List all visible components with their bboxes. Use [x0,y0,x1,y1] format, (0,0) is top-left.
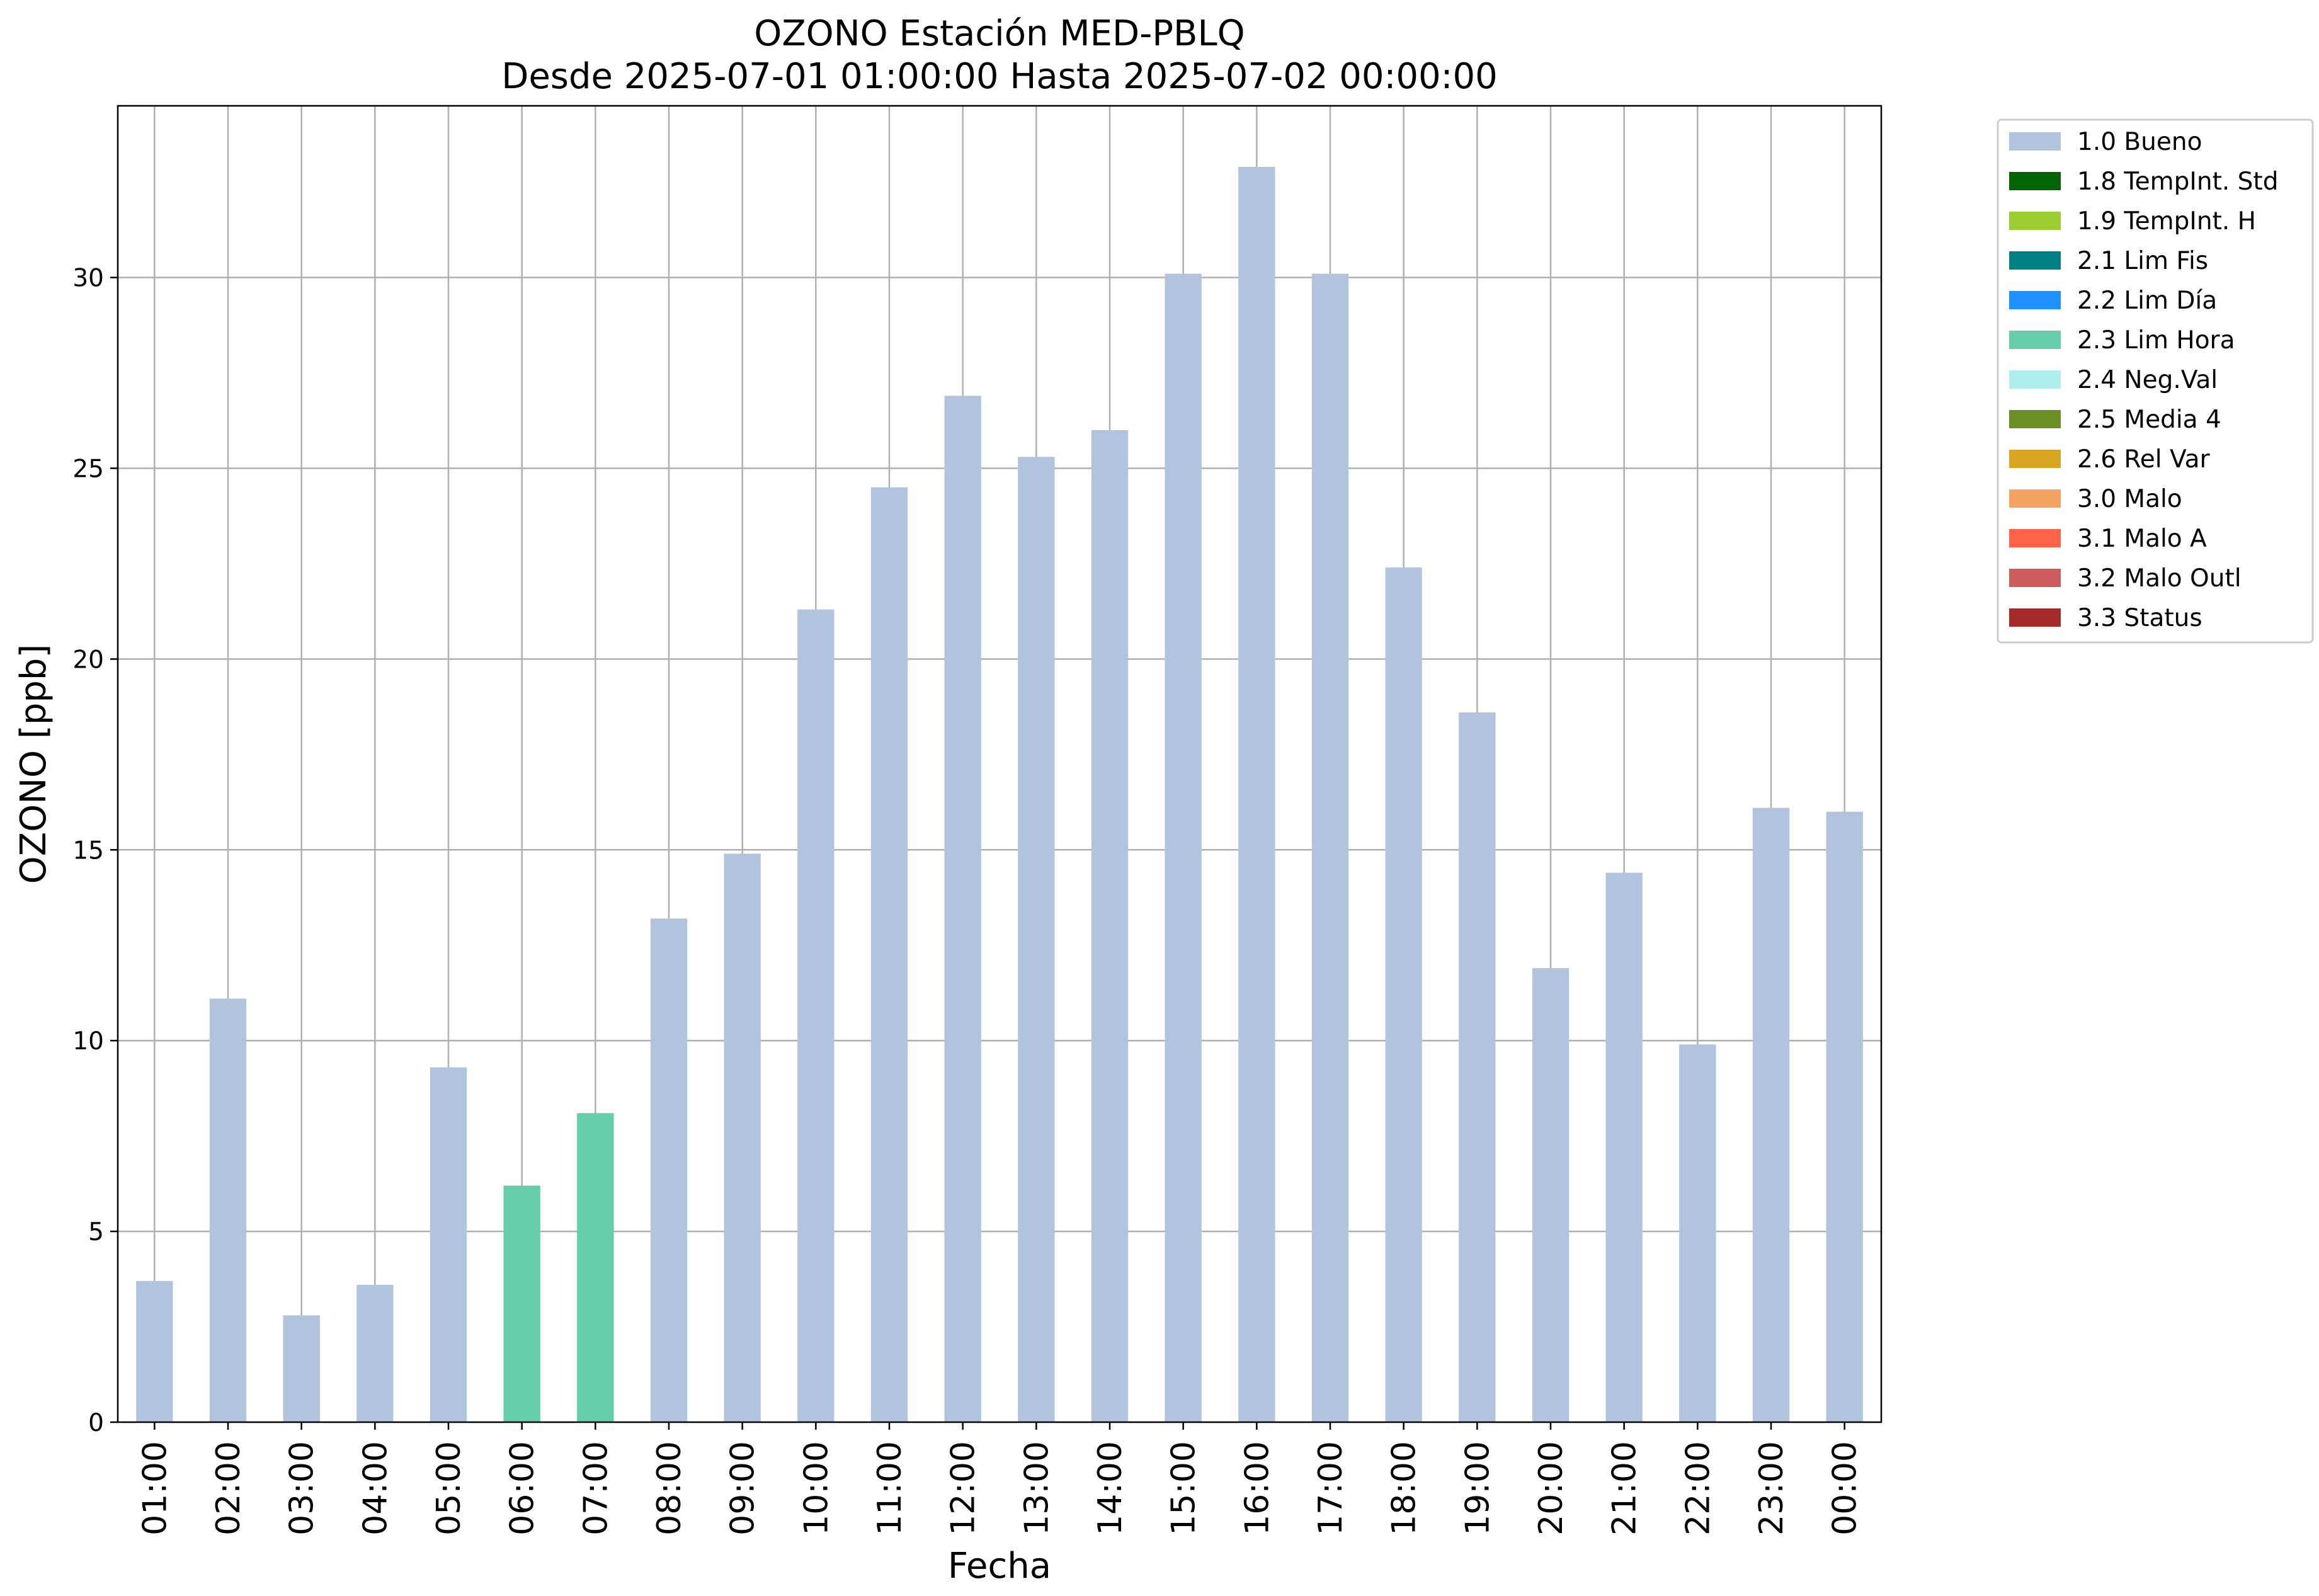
legend-swatch [2009,370,2061,389]
legend-label: 2.5 Media 4 [2077,406,2221,434]
bars [136,166,1863,1423]
bar [283,1315,320,1422]
legend-label: 1.9 TempInt. H [2077,207,2256,236]
bar [1385,567,1422,1423]
plot-frame [117,105,1883,1423]
bar [797,609,835,1423]
bar [136,1280,173,1422]
legend-swatch [2009,569,2061,587]
legend-swatch [2009,251,2061,270]
x-tick-label: 10:00 [797,1441,835,1536]
y-tick-label: 0 [88,1409,104,1437]
legend-label: 1.8 TempInt. Std [2077,168,2278,196]
x-tick-label: 01:00 [136,1441,174,1536]
legend-label: 1.0 Bueno [2077,128,2202,156]
x-tick-label: 09:00 [724,1441,762,1536]
x-tick-label: 02:00 [210,1441,248,1536]
legend-swatch [2009,132,2061,151]
legend-swatch [2009,331,2061,349]
bar [577,1113,614,1422]
legend-swatch [2009,410,2061,428]
bar [944,396,981,1423]
bar [1826,811,1863,1422]
bar [1459,712,1496,1422]
y-tick-label: 15 [72,836,104,865]
bar [724,853,761,1422]
legend-label: 2.6 Rel Var [2077,445,2211,474]
legend-box [1997,118,2314,644]
x-tick-label: 11:00 [871,1441,909,1536]
y-tick-label: 30 [72,265,104,293]
legend-swatch [2009,529,2061,547]
x-tick-label: 08:00 [651,1441,688,1536]
x-tick-label: 00:00 [1826,1441,1864,1536]
x-tick-label: 19:00 [1459,1441,1496,1536]
bar [1605,872,1643,1422]
bar [1018,457,1055,1423]
bar [430,1067,467,1422]
x-tick-label: 20:00 [1532,1441,1570,1536]
bar [1311,273,1349,1422]
bar [1165,273,1202,1422]
x-tick-label: 17:00 [1312,1441,1350,1536]
x-tick-label: 06:00 [504,1441,542,1536]
x-tick-label: 14:00 [1091,1441,1129,1536]
legend-swatch [2009,450,2061,468]
x-tick-label: 21:00 [1606,1441,1644,1536]
legend-label: 3.0 Malo [2077,485,2182,513]
chart-title: OZONO Estación MED-PBLQ [754,13,1245,54]
x-tick-label: 05:00 [430,1441,468,1536]
y-axis-label: OZONO [ppb] [13,644,54,884]
x-tick-label: 18:00 [1386,1441,1423,1536]
bar [650,918,688,1422]
legend-swatch [2009,172,2061,190]
legend-label: 3.3 Status [2077,604,2202,632]
legend-swatch [2009,291,2061,309]
y-tick-label: 20 [72,646,104,674]
legend-label: 2.1 Lim Fis [2077,247,2208,275]
bar [1532,968,1570,1422]
legend: 1.0 Bueno 1.8 TempInt. Std 1.9 TempInt. H 2… [1997,118,2314,644]
x-axis-ticks: 01:00 02:00 03:00 04:00 05:00 06:00 07:00 08:00… [136,1422,1864,1536]
legend-label: 3.1 Malo A [2077,525,2207,553]
x-tick-label: 04:00 [356,1441,394,1536]
x-tick-label: 07:00 [577,1441,615,1536]
bar [1752,807,1790,1422]
bar [1679,1044,1716,1422]
legend-swatch [2009,489,2061,508]
y-tick-label: 10 [72,1027,104,1056]
x-tick-label: 12:00 [945,1441,983,1536]
bar [356,1284,394,1422]
legend-label: 2.4 Neg.Val [2077,366,2218,394]
legend-swatch [2009,212,2061,230]
chart-subtitle: Desde 2025-07-01 01:00:00 Hasta 2025-07-… [501,56,1498,97]
legend-swatch [2009,608,2061,627]
y-tick-label: 5 [88,1218,104,1246]
x-tick-label: 16:00 [1238,1441,1276,1536]
bar [1091,430,1129,1423]
x-axis-label: Fecha [948,1546,1051,1587]
bar [503,1185,540,1422]
x-tick-label: 23:00 [1753,1441,1791,1536]
legend-label: 2.3 Lim Hora [2077,326,2235,355]
x-tick-label: 22:00 [1679,1441,1717,1536]
x-tick-label: 13:00 [1018,1441,1056,1536]
legend-label: 3.2 Malo Outl [2077,564,2242,593]
y-tick-label: 25 [72,455,104,484]
legend-label: 2.2 Lim Día [2077,287,2217,315]
x-tick-label: 03:00 [283,1441,321,1536]
bar [870,487,908,1422]
y-axis-ticks: 0 5 10 15 20 25 30 [72,265,118,1437]
bar [1238,166,1275,1423]
bar [209,998,247,1422]
x-tick-label: 15:00 [1165,1441,1203,1536]
